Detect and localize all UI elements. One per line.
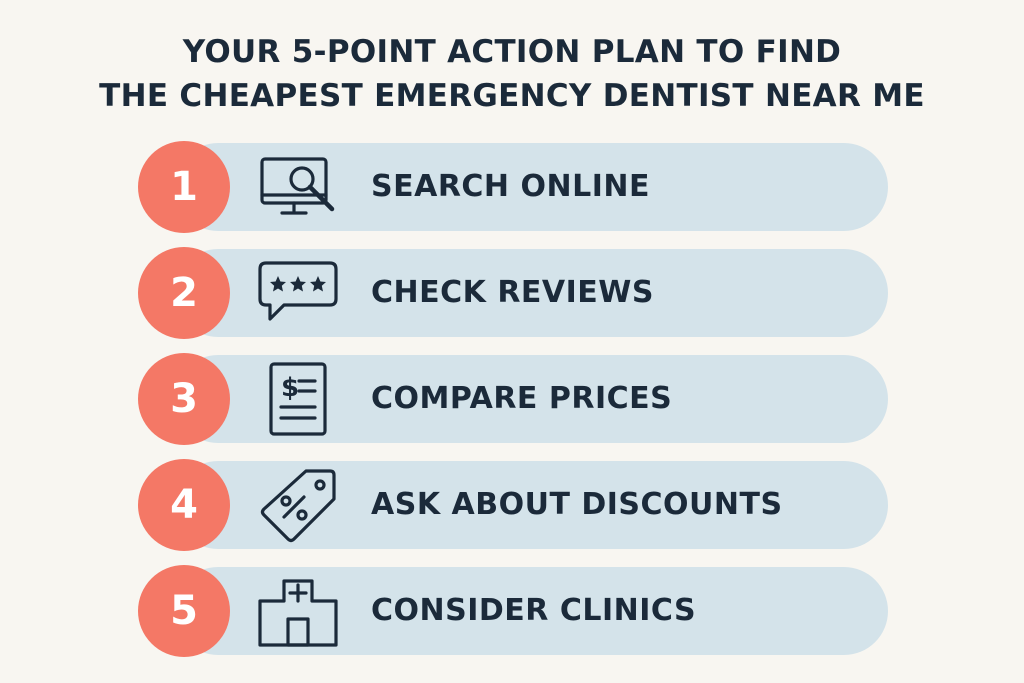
title-line-2: THE CHEAPEST EMERGENCY DENTIST NEAR ME bbox=[99, 78, 925, 114]
step-number-badge: 2 bbox=[138, 247, 230, 339]
title-line-1: YOUR 5-POINT ACTION PLAN TO FIND bbox=[182, 34, 842, 70]
step-5: 5 CONSIDER CLINICS bbox=[138, 565, 890, 657]
step-label: COMPARE PRICES bbox=[371, 381, 673, 416]
step-label: CONSIDER CLINICS bbox=[371, 593, 697, 628]
step-label: SEARCH ONLINE bbox=[371, 169, 650, 204]
step-3: 3 $ COMPARE PRICES bbox=[138, 353, 890, 445]
step-label: ASK ABOUT DISCOUNTS bbox=[371, 487, 783, 522]
step-number-badge: 3 bbox=[138, 353, 230, 445]
price-list-icon: $ bbox=[254, 362, 342, 436]
step-2: 2 CHECK REVIEWS bbox=[138, 247, 890, 339]
page-title: YOUR 5-POINT ACTION PLAN TO FIND THE CHE… bbox=[0, 30, 1024, 118]
clinic-building-icon bbox=[254, 579, 342, 647]
action-plan-steps: 1 SEARCH ONLINE 2 bbox=[138, 141, 890, 671]
step-number-badge: 4 bbox=[138, 459, 230, 551]
step-number-badge: 1 bbox=[138, 141, 230, 233]
discount-tag-icon bbox=[254, 469, 342, 543]
step-4: 4 ASK ABOUT DISCOUNTS bbox=[138, 459, 890, 551]
monitor-search-icon bbox=[254, 155, 342, 219]
step-pill bbox=[174, 461, 888, 549]
step-number-badge: 5 bbox=[138, 565, 230, 657]
review-stars-icon bbox=[254, 261, 342, 325]
step-1: 1 SEARCH ONLINE bbox=[138, 141, 890, 233]
svg-text:$: $ bbox=[281, 373, 299, 403]
step-pill bbox=[174, 355, 888, 443]
step-label: CHECK REVIEWS bbox=[371, 275, 654, 310]
